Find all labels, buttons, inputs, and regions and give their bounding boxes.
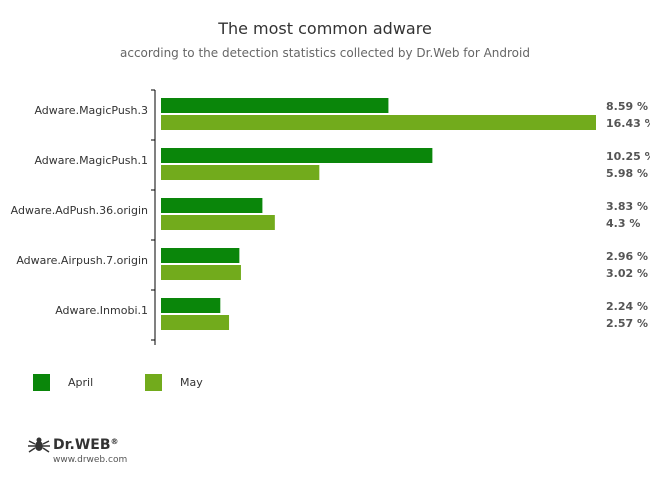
value-label-may: 3.02 % [606,267,648,280]
brand-name: Dr.WEB® [53,437,119,453]
chart-title: The most common adware [218,19,432,38]
value-label-may: 5.98 % [606,167,648,180]
category-label: Adware.Inmobi.1 [55,304,148,317]
chart-subtitle: according to the detection statistics co… [120,46,530,60]
bar-may [161,115,596,130]
value-label-april: 3.83 % [606,200,648,213]
category-label: Adware.MagicPush.3 [34,104,148,117]
bar-april [161,98,389,113]
bar-april [161,148,433,163]
value-label-april: 8.59 % [606,100,648,113]
value-label-april: 2.96 % [606,250,648,263]
bar-may [161,165,320,180]
drweb-logo: Dr.WEB® [28,436,119,454]
legend-swatch-april [33,374,50,391]
bar-april [161,248,240,263]
value-label-april: 2.24 % [606,300,648,313]
value-label-may: 2.57 % [606,317,648,330]
legend-label-april: April [68,376,94,389]
value-label-may: 16.43 % [606,117,650,130]
category-label: Adware.MagicPush.1 [34,154,148,167]
bar-april [161,298,221,313]
bar-may [161,265,241,280]
category-label: Adware.AdPush.36.origin [11,204,148,217]
bar-may [161,315,230,330]
bar-may [161,215,275,230]
bar-april [161,198,263,213]
legend-swatch-may [145,374,162,391]
legend-label-may: May [180,376,203,389]
value-label-april: 10.25 % [606,150,650,163]
value-label-may: 4.3 % [606,217,640,230]
category-label: Adware.Airpush.7.origin [16,254,148,267]
website-link[interactable]: www.drweb.com [53,455,128,465]
spider-logo-icon [28,437,50,453]
